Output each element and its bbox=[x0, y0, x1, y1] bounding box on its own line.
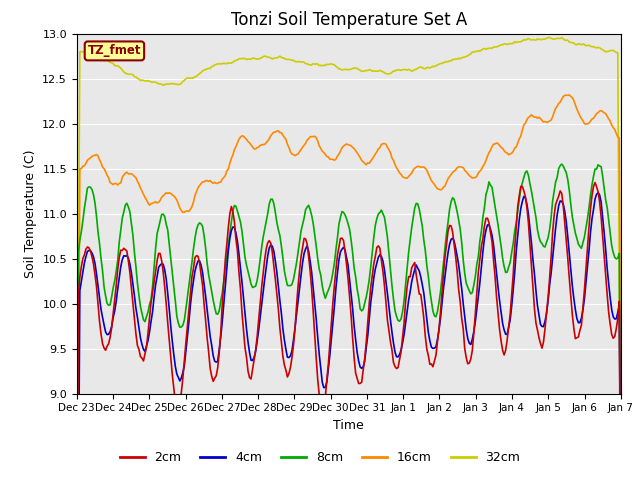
32cm bbox=[311, 61, 319, 67]
2cm bbox=[235, 269, 243, 275]
8cm bbox=[588, 182, 596, 188]
16cm bbox=[262, 140, 270, 145]
4cm bbox=[235, 251, 243, 257]
2cm bbox=[587, 206, 595, 212]
2cm bbox=[253, 334, 261, 340]
32cm bbox=[253, 56, 261, 62]
Line: 32cm: 32cm bbox=[77, 37, 621, 480]
16cm bbox=[253, 145, 261, 151]
Y-axis label: Soil Temperature (C): Soil Temperature (C) bbox=[24, 149, 36, 278]
4cm bbox=[253, 338, 261, 344]
32cm bbox=[140, 78, 147, 84]
4cm bbox=[140, 347, 147, 352]
4cm bbox=[587, 229, 595, 235]
2cm bbox=[140, 358, 147, 364]
2cm bbox=[311, 333, 319, 338]
32cm bbox=[262, 54, 270, 60]
16cm bbox=[617, 403, 625, 409]
4cm bbox=[594, 190, 602, 195]
4cm bbox=[262, 264, 270, 270]
32cm bbox=[235, 56, 243, 61]
Legend: 2cm, 4cm, 8cm, 16cm, 32cm: 2cm, 4cm, 8cm, 16cm, 32cm bbox=[115, 446, 525, 469]
16cm bbox=[140, 192, 147, 197]
16cm bbox=[588, 116, 596, 122]
32cm bbox=[588, 44, 596, 49]
8cm bbox=[253, 277, 261, 283]
Line: 16cm: 16cm bbox=[77, 95, 621, 480]
Line: 2cm: 2cm bbox=[77, 182, 621, 480]
2cm bbox=[262, 246, 270, 252]
16cm bbox=[311, 133, 319, 139]
X-axis label: Time: Time bbox=[333, 419, 364, 432]
8cm bbox=[235, 214, 243, 219]
Line: 4cm: 4cm bbox=[77, 192, 621, 480]
Text: TZ_fmet: TZ_fmet bbox=[88, 44, 141, 58]
Title: Tonzi Soil Temperature Set A: Tonzi Soil Temperature Set A bbox=[230, 11, 467, 29]
16cm bbox=[235, 136, 243, 142]
4cm bbox=[311, 301, 319, 307]
32cm bbox=[546, 35, 554, 40]
2cm bbox=[591, 180, 599, 185]
16cm bbox=[565, 92, 573, 98]
8cm bbox=[140, 317, 147, 323]
8cm bbox=[558, 161, 566, 167]
8cm bbox=[311, 232, 319, 238]
8cm bbox=[262, 219, 270, 225]
Line: 8cm: 8cm bbox=[77, 164, 621, 480]
